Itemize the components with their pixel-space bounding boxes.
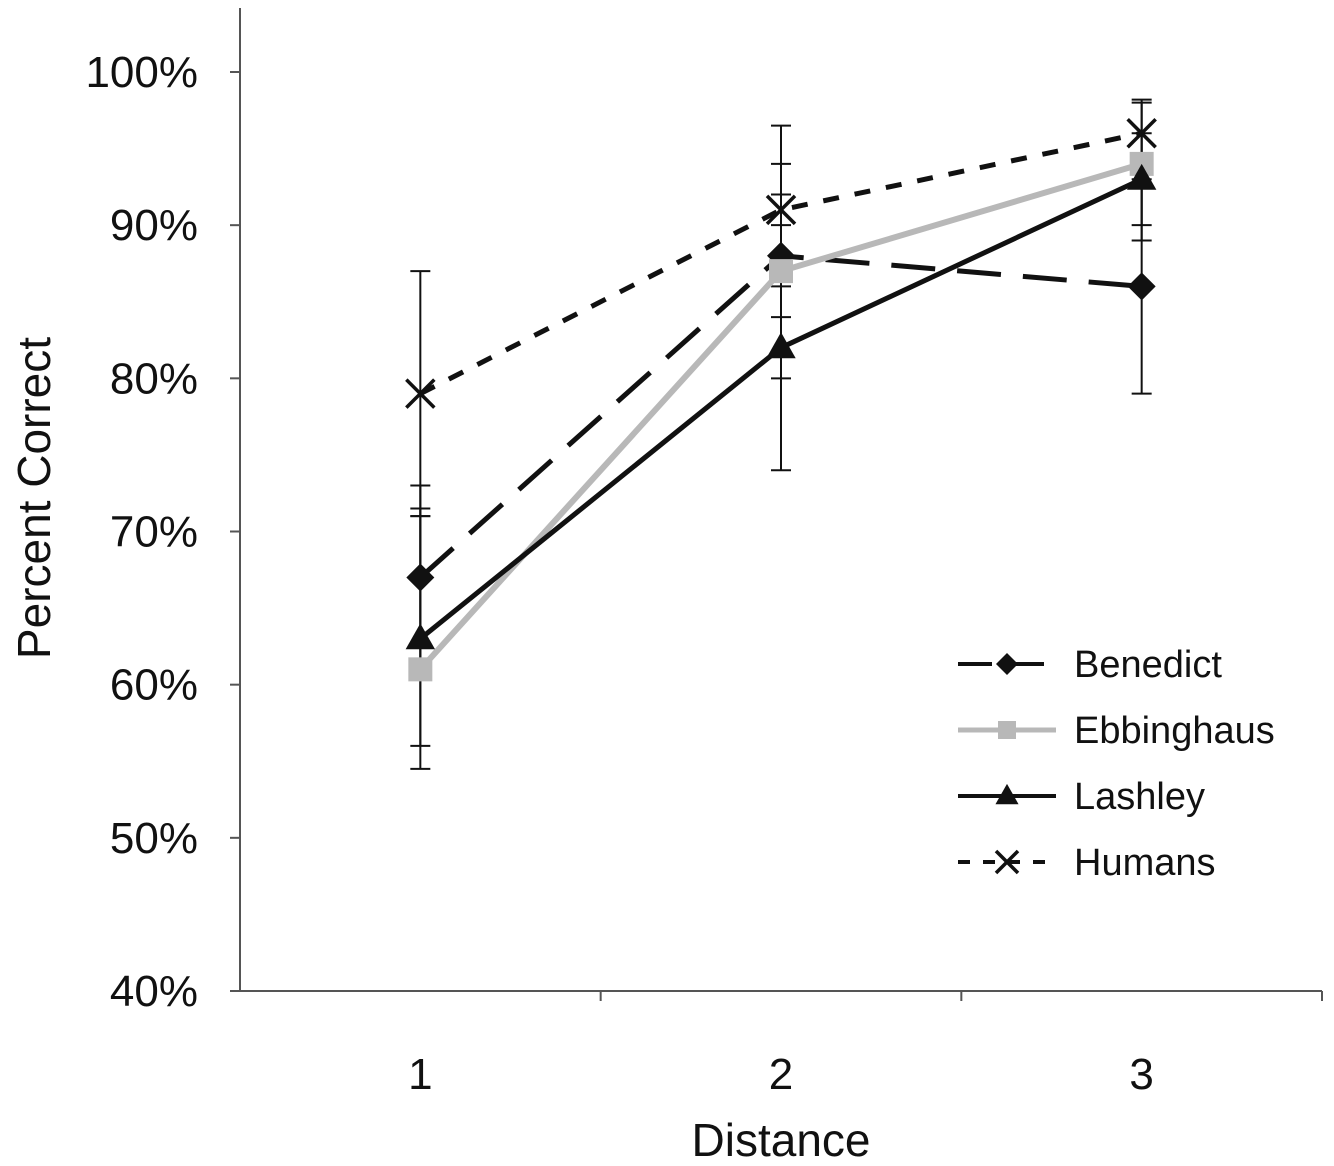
legend-marker bbox=[994, 849, 1020, 875]
x-axis-title: Distance bbox=[692, 1114, 871, 1166]
data-point-benedict bbox=[406, 563, 435, 592]
x-ticks: 1 2 3 bbox=[408, 991, 1323, 1099]
legend-marker bbox=[998, 721, 1016, 739]
data-point-humans-stroke bbox=[405, 378, 436, 409]
error-bars bbox=[410, 98, 1152, 770]
x-tick-label: 1 bbox=[408, 1050, 432, 1099]
y-tick-label: 40% bbox=[110, 967, 198, 1016]
legend-item-humans: Humans bbox=[958, 842, 1216, 884]
x-tick-label: 2 bbox=[769, 1050, 793, 1099]
data-point-humans bbox=[765, 194, 797, 226]
x-tick-label: 3 bbox=[1129, 1050, 1153, 1099]
y-ticks: 40% 50% 60% 70% 80% 90% 100% bbox=[85, 48, 240, 1016]
data-point-ebbinghaus bbox=[769, 259, 793, 284]
legend-label: Benedict bbox=[1074, 644, 1222, 686]
y-tick-label: 60% bbox=[110, 661, 198, 710]
data-point-ebbinghaus bbox=[408, 657, 433, 682]
legend-marker-stroke bbox=[994, 849, 1020, 875]
legend-item-benedict: Benedict bbox=[958, 644, 1222, 686]
y-tick-label: 70% bbox=[110, 508, 198, 557]
y-tick-label: 80% bbox=[110, 354, 198, 403]
legend-item-ebbinghaus: Ebbinghaus bbox=[958, 710, 1275, 752]
legend-label: Lashley bbox=[1074, 776, 1205, 818]
y-tick-label: 90% bbox=[110, 201, 198, 250]
axes bbox=[239, 8, 1322, 992]
data-point-lashley bbox=[1126, 163, 1157, 190]
data-point-humans bbox=[405, 378, 436, 409]
legend-marker bbox=[995, 783, 1019, 805]
legend-label: Humans bbox=[1074, 842, 1216, 884]
legend-marker bbox=[996, 653, 1018, 675]
data-point-lashley bbox=[405, 623, 436, 650]
series-markers bbox=[405, 118, 1157, 682]
legend-item-lashley: Lashley bbox=[958, 776, 1205, 818]
data-point-humans-stroke bbox=[765, 194, 797, 226]
series-line-humans bbox=[419, 130, 1143, 396]
y-tick-label: 100% bbox=[85, 48, 198, 97]
data-point-humans bbox=[1126, 118, 1157, 149]
legend: Benedict Ebbinghaus Lashley Humans bbox=[958, 644, 1275, 884]
y-axis-title: Percent Correct bbox=[8, 337, 60, 659]
data-point-benedict bbox=[1127, 272, 1156, 301]
data-point-humans-stroke bbox=[1126, 118, 1157, 149]
legend-label: Ebbinghaus bbox=[1074, 710, 1275, 752]
y-tick-label: 50% bbox=[110, 814, 198, 863]
data-point-lashley bbox=[766, 332, 796, 359]
